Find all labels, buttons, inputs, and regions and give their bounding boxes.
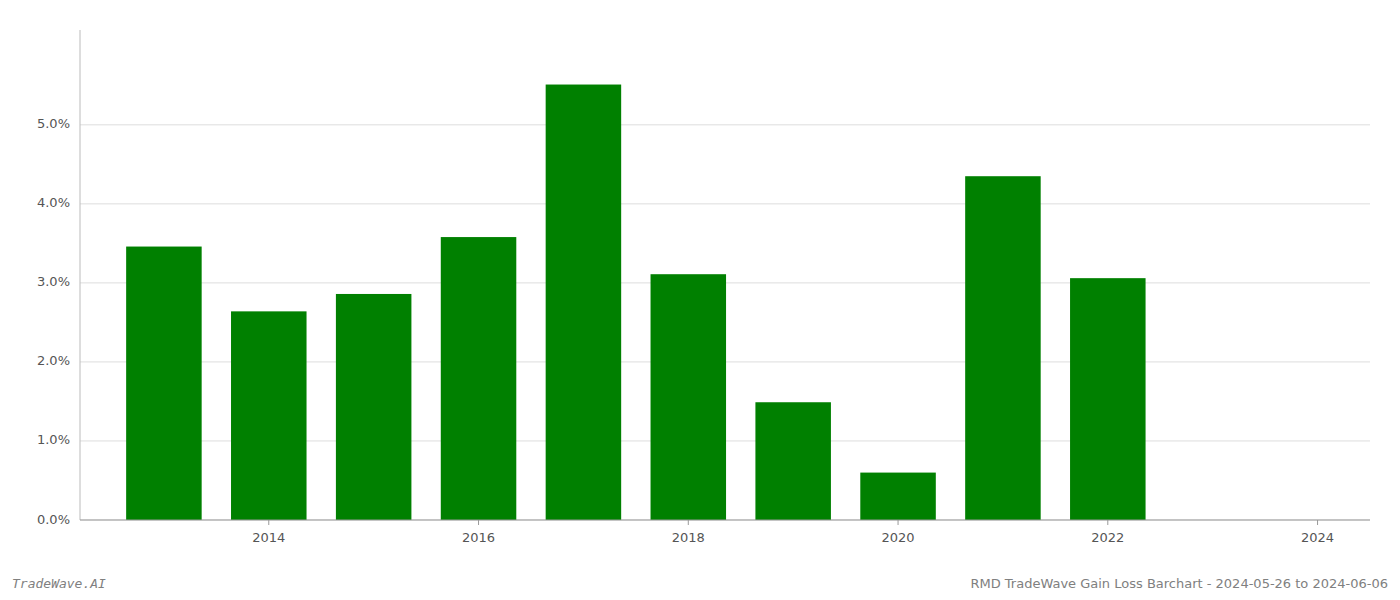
y-ticks: 0.0% 1.0% 2.0% 3.0% 4.0% 5.0%: [37, 116, 70, 526]
bar: [965, 176, 1041, 520]
bars: [126, 85, 1145, 520]
footer-right: RMD TradeWave Gain Loss Barchart - 2024-…: [970, 576, 1388, 591]
y-axis-line: [80, 30, 81, 520]
footer-left: TradeWave.AI: [12, 576, 106, 591]
y-tick-label: 5.0%: [37, 116, 70, 131]
bar: [546, 85, 622, 520]
bar: [755, 402, 831, 520]
x-tick: [1107, 520, 1108, 525]
y-tick-label: 4.0%: [37, 195, 70, 210]
page: {"chart_data": {"type": "bar", "x": [201…: [0, 0, 1400, 600]
x-tick-label: 2020: [882, 530, 915, 545]
x-axis-line: [80, 520, 1370, 521]
bar: [651, 274, 727, 520]
y-tick-label: 1.0%: [37, 432, 70, 447]
bar: [1070, 278, 1146, 520]
bar: [126, 247, 202, 520]
chart-svg: 0.0% 1.0% 2.0% 3.0% 4.0% 5.0% 2014 2016 2018 2020…: [0, 0, 1400, 600]
x-tick: [898, 520, 899, 525]
x-tick: [688, 520, 689, 525]
bar: [441, 237, 517, 520]
y-tick-label: 2.0%: [37, 353, 70, 368]
x-ticks: 2014 2016 2018 2020 2022 2024: [252, 520, 1334, 545]
y-tick-label: 0.0%: [37, 512, 70, 527]
bar: [231, 311, 307, 520]
x-tick-label: 2024: [1301, 530, 1334, 545]
y-tick-label: 3.0%: [37, 274, 70, 289]
x-tick-label: 2022: [1091, 530, 1124, 545]
grid-line: [80, 203, 1370, 204]
x-tick-label: 2016: [462, 530, 495, 545]
grid-line: [80, 520, 1370, 521]
x-tick-label: 2018: [672, 530, 705, 545]
chart-container: 0.0% 1.0% 2.0% 3.0% 4.0% 5.0% 2014 2016 2018 2020…: [0, 0, 1400, 600]
grid-line: [80, 124, 1370, 125]
bar: [860, 473, 936, 520]
bar: [336, 294, 412, 520]
x-tick: [268, 520, 269, 525]
y-grid: [80, 125, 1370, 520]
x-tick-label: 2014: [252, 530, 285, 545]
x-tick: [478, 520, 479, 525]
x-tick: [1317, 520, 1318, 525]
